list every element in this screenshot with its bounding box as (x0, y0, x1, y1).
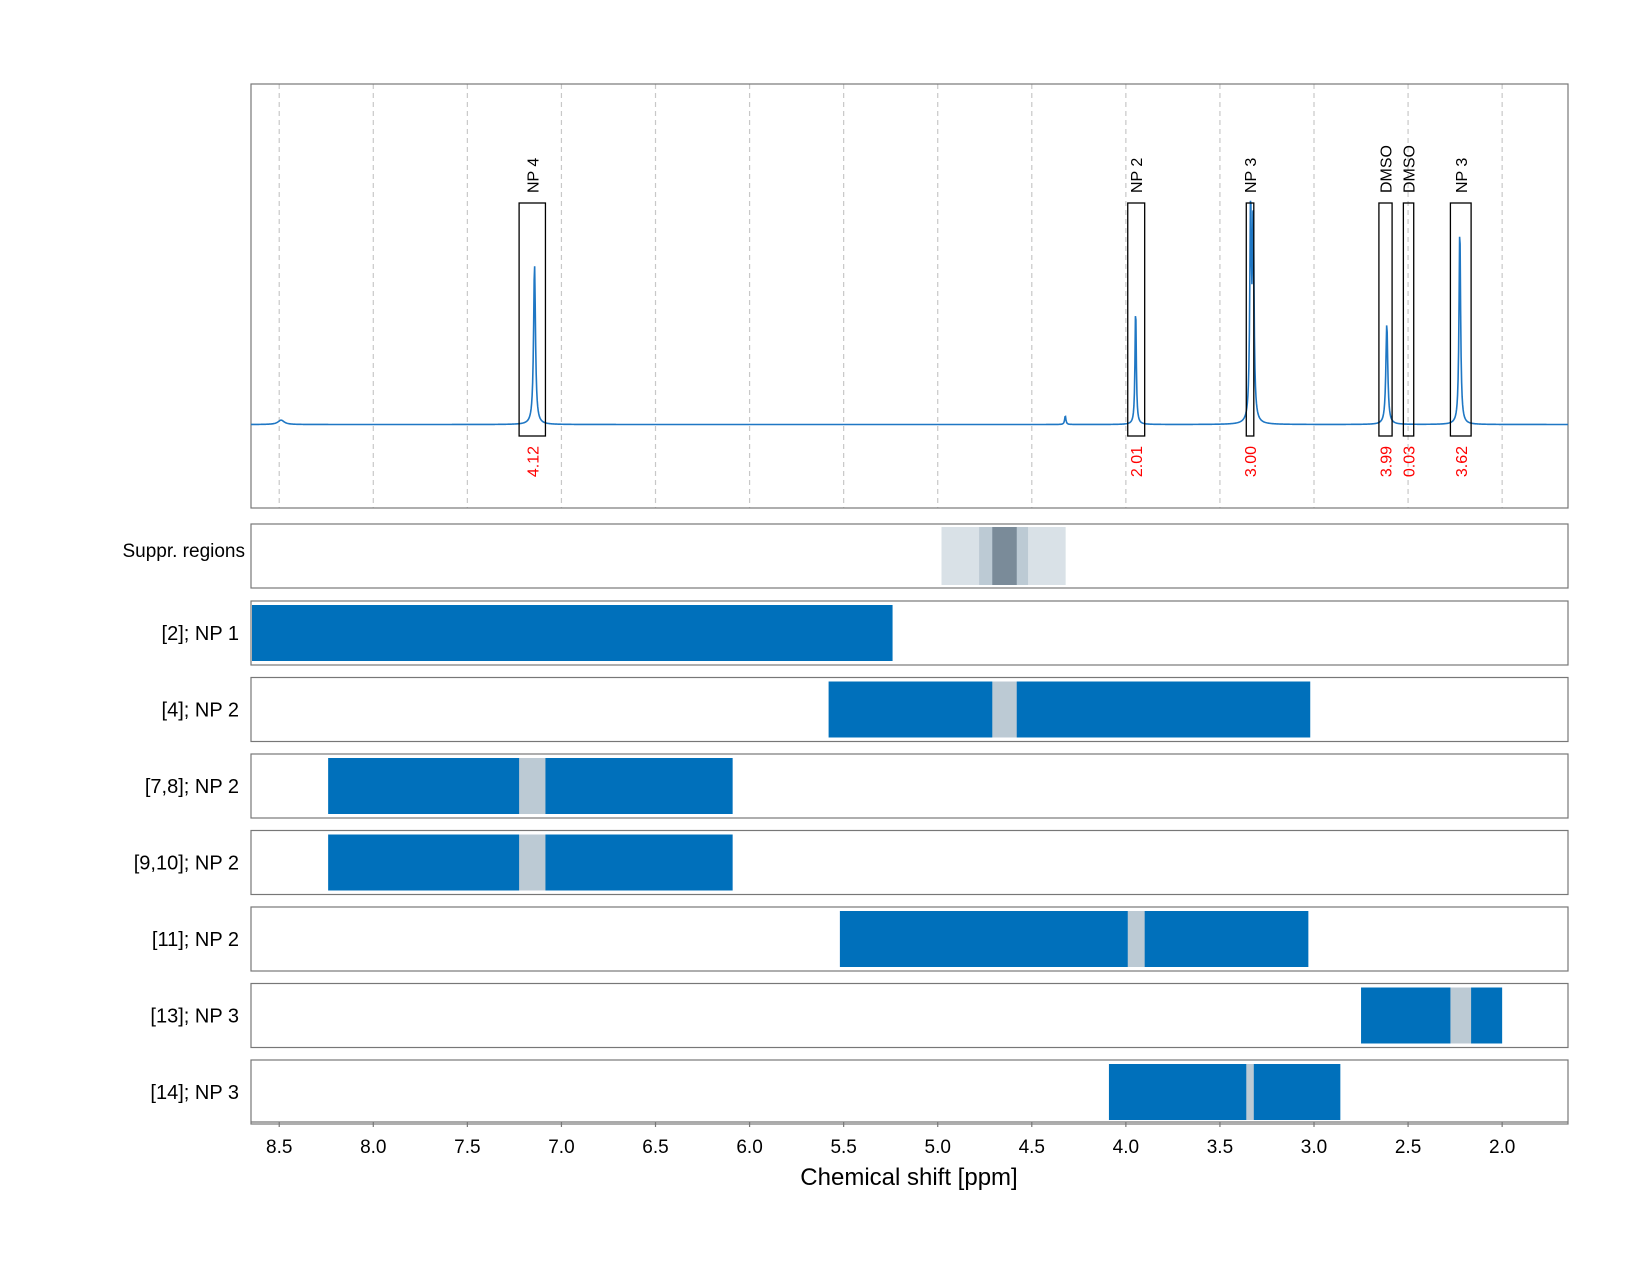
x-axis-label: Chemical shift [ppm] (800, 1164, 1017, 1191)
spectrum-line (251, 200, 1568, 426)
integral-value: 3.62 (1454, 446, 1471, 477)
row-label: [13]; NP 3 (150, 1006, 239, 1028)
peak-label: NP 4 (525, 158, 542, 193)
x-tick-label: 7.0 (548, 1137, 574, 1158)
row-label: [4]; NP 2 (162, 700, 239, 722)
x-tick-label: 6.0 (736, 1137, 762, 1158)
peak-box (1402, 202, 1415, 437)
x-tick-label: 2.0 (1489, 1137, 1515, 1158)
peak-box (1127, 202, 1146, 437)
peak-label: DMSO (1379, 145, 1396, 193)
peak-box (518, 202, 547, 437)
x-tick-label: 4.0 (1113, 1137, 1139, 1158)
peak-label: NP 3 (1243, 158, 1260, 193)
x-tick-label: 7.5 (454, 1137, 480, 1158)
row-frame (250, 753, 1569, 819)
x-tick-label: 8.0 (360, 1137, 386, 1158)
assignment-row: [14]; NP 3 (150, 1059, 1569, 1125)
row-frame (250, 600, 1569, 666)
excluded-gap (1450, 987, 1472, 1044)
peak-label: DMSO (1402, 145, 1419, 193)
suppression-label: Suppr. regions (122, 541, 245, 562)
integral-value: 4.12 (525, 446, 542, 477)
x-tick-label: 3.5 (1207, 1137, 1233, 1158)
row-label: [2]; NP 1 (162, 623, 239, 645)
x-tick-label: 8.5 (266, 1137, 292, 1158)
assignment-row: [4]; NP 2 (162, 676, 1569, 743)
excluded-gap (519, 758, 546, 814)
peak-box (1245, 202, 1255, 437)
region-bar (839, 911, 1309, 967)
integral-value: 3.00 (1243, 446, 1260, 477)
integral-value: 2.01 (1129, 446, 1146, 477)
assignment-rows: [2]; NP 1 [4]; NP 2 [7,8]; NP 2 [9,10]; NP … (134, 600, 1569, 1125)
peak-box (1449, 202, 1472, 437)
row-frame (250, 676, 1569, 743)
row-label: [7,8]; NP 2 (145, 776, 239, 798)
row-frame (250, 829, 1569, 896)
peak-label: NP 3 (1454, 158, 1471, 193)
x-tick-label: 3.0 (1301, 1137, 1327, 1158)
region-bar (828, 681, 1311, 738)
peak-box (1378, 202, 1393, 437)
row-label: [9,10]; NP 2 (134, 853, 239, 875)
suppression-region (992, 527, 1017, 585)
suppression-regions (941, 527, 1066, 585)
x-tick-label: 6.5 (642, 1137, 668, 1158)
row-label: [11]; NP 2 (152, 929, 239, 951)
excluded-gap (992, 681, 1017, 738)
region-bar (1361, 987, 1503, 1044)
peak-annotations: NP 4 4.12 NP 2 2.01 NP 3 3.00 DMSO 3.99 DMSO 0.03… (518, 145, 1472, 477)
x-tick-label: 2.5 (1395, 1137, 1421, 1158)
integral-value: 3.99 (1379, 446, 1396, 477)
excluded-gap (519, 834, 546, 891)
region-bar (252, 605, 893, 661)
spectrum-panel: NP 4 4.12 NP 2 2.01 NP 3 3.00 DMSO 3.99 DMSO 0.03… (250, 83, 1569, 509)
integral-value: 0.03 (1402, 446, 1419, 477)
row-label: [14]; NP 3 (150, 1082, 239, 1104)
x-tick-label: 5.0 (925, 1137, 951, 1158)
assignment-row: [7,8]; NP 2 (145, 753, 1569, 819)
suppression-panel: Suppr. regions (122, 523, 1569, 589)
x-axis: 8.5 8.0 7.5 7.0 6.5 6.0 5.5 5.0 4.5 4.0 3.5 3.0 2.5 2… (251, 1121, 1568, 1191)
suppression-frame (250, 523, 1569, 589)
row-frame (250, 982, 1569, 1049)
assignment-row: [11]; NP 2 (152, 906, 1569, 972)
x-ticks: 8.5 8.0 7.5 7.0 6.5 6.0 5.5 5.0 4.5 4.0 3.5 3.0 2.5 2… (251, 1121, 1568, 1158)
assignment-row: [13]; NP 3 (150, 982, 1569, 1049)
peak-label: NP 2 (1129, 158, 1146, 193)
region-bar (1108, 1064, 1341, 1120)
assignment-row: [2]; NP 1 (162, 600, 1569, 666)
row-frame (250, 1059, 1569, 1125)
excluded-gap (1246, 1064, 1254, 1120)
excluded-gap (1127, 911, 1145, 967)
row-frame (250, 906, 1569, 972)
x-tick-label: 4.5 (1019, 1137, 1045, 1158)
x-tick-label: 5.5 (830, 1137, 856, 1158)
grid-lines (278, 84, 1503, 508)
spectrum-frame (250, 83, 1569, 509)
assignment-row: [9,10]; NP 2 (134, 829, 1569, 896)
